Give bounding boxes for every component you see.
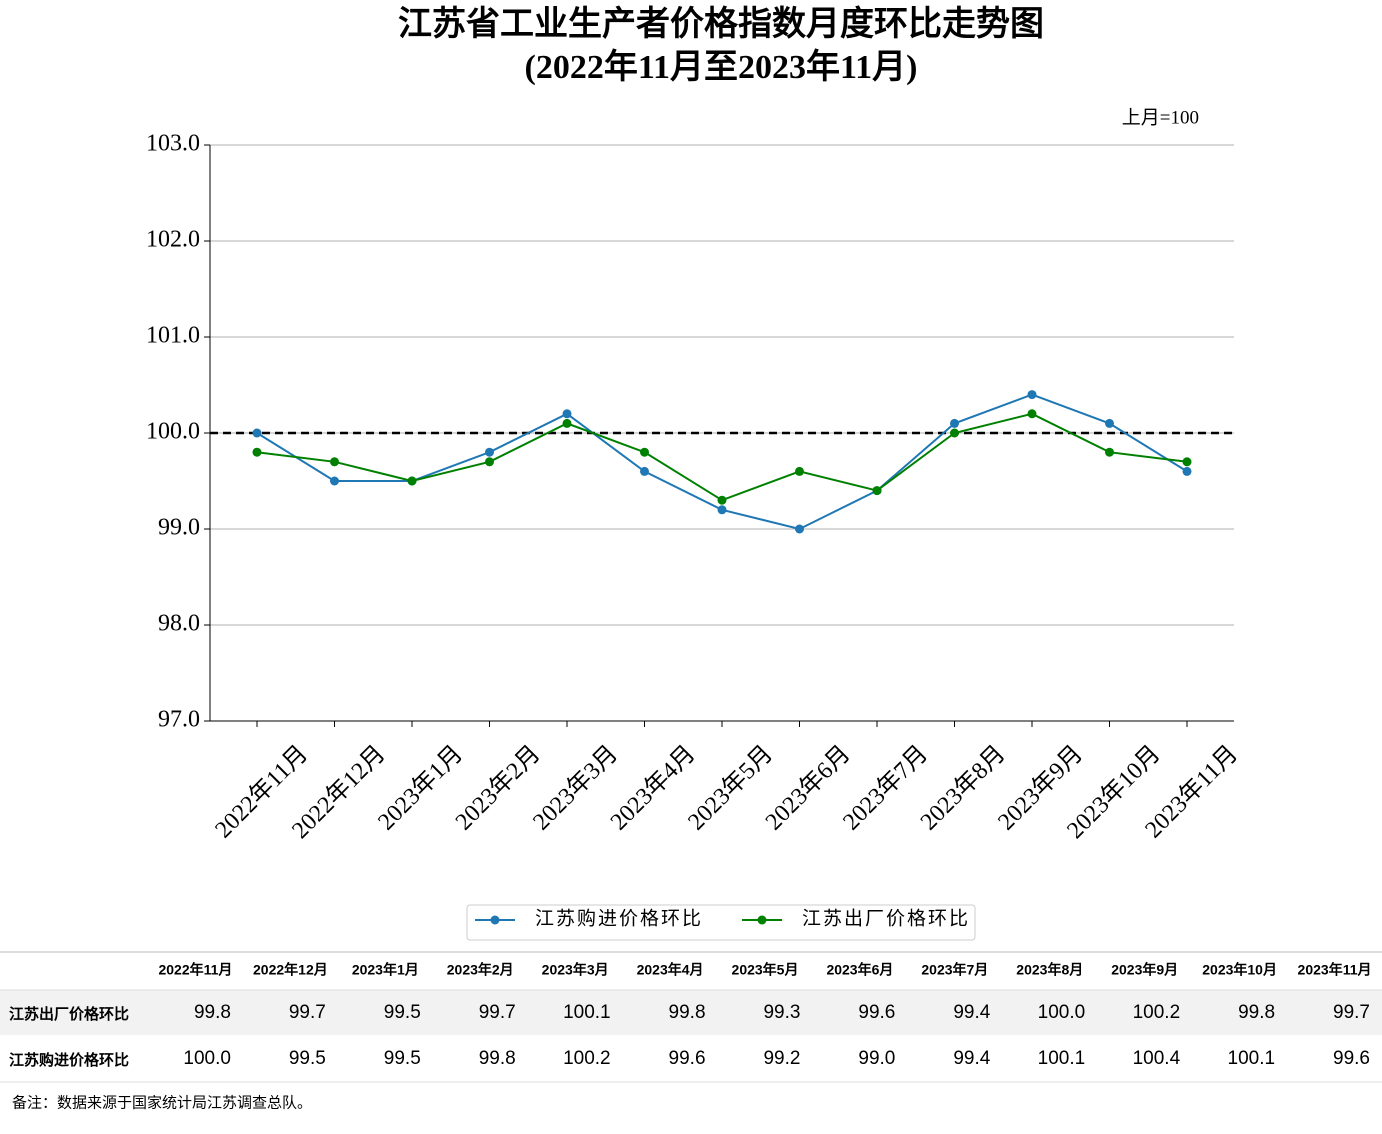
data-point <box>872 486 882 496</box>
table-header: 2023年8月 <box>1016 962 1083 978</box>
y-tick-label: 102.0 <box>146 227 200 253</box>
data-point <box>795 466 804 476</box>
data-point <box>330 457 339 467</box>
data-point <box>640 447 649 457</box>
series-line <box>256 412 1188 502</box>
table-cell: 99.3 <box>763 1002 800 1023</box>
table-row-bg <box>0 990 1382 1035</box>
data-point <box>1105 447 1114 457</box>
data-point <box>950 418 959 428</box>
table-header: 2023年5月 <box>732 962 799 978</box>
data-point <box>485 457 494 467</box>
y-tick-label: 101.0 <box>146 323 200 349</box>
data-point <box>562 418 572 428</box>
table-header: 2023年9月 <box>1111 962 1178 978</box>
table-cell: 100.1 <box>1228 1048 1276 1069</box>
data-point <box>795 524 804 534</box>
table-cell: 99.8 <box>479 1048 516 1069</box>
table-header: 2023年7月 <box>921 962 988 978</box>
data-point <box>330 476 339 486</box>
table-header: 2022年11月 <box>158 962 232 978</box>
legend-label: 江苏购进价格环比 <box>535 907 703 929</box>
table-cell: 100.2 <box>563 1048 611 1069</box>
y-tick-label: 99.0 <box>158 515 200 541</box>
data-point <box>640 466 649 476</box>
data-point <box>950 428 959 438</box>
table-header: 2022年12月 <box>253 962 328 978</box>
data-point <box>1182 457 1192 467</box>
legend-box <box>466 904 976 941</box>
table-cell: 99.0 <box>858 1048 895 1069</box>
table-cell: 99.2 <box>763 1048 800 1069</box>
table-cell: 100.1 <box>1038 1048 1086 1069</box>
table-cell: 99.5 <box>289 1048 326 1069</box>
data-point <box>1105 418 1114 428</box>
table-cell: 99.4 <box>953 1048 990 1069</box>
data-point <box>562 409 572 419</box>
table-cell: 99.8 <box>669 1002 706 1023</box>
y-tick-label: 100.0 <box>146 419 200 445</box>
table-cell: 99.6 <box>858 1002 895 1023</box>
table-row-label: 江苏购进价格环比 <box>9 1051 129 1069</box>
chart-title: 江苏省工业生产者价格指数月度环比走势图 <box>398 5 1044 43</box>
table-cell: 100.0 <box>1038 1002 1086 1023</box>
data-point <box>407 476 417 486</box>
table-cell: 100.4 <box>1133 1048 1181 1069</box>
table-cell: 100.0 <box>183 1048 231 1069</box>
table-cell: 99.7 <box>479 1002 516 1023</box>
table-cell: 99.4 <box>953 1002 990 1023</box>
table-cell: 99.6 <box>1333 1048 1370 1069</box>
legend-label: 江苏出厂价格环比 <box>802 907 970 929</box>
y-tick-label: 103.0 <box>146 131 200 157</box>
data-point <box>485 447 494 457</box>
legend-marker <box>490 915 500 925</box>
table-cell: 99.6 <box>669 1048 706 1069</box>
table-header: 2023年10月 <box>1202 962 1277 978</box>
table-header: 2023年11月 <box>1298 962 1372 978</box>
y-tick-label: 97.0 <box>158 707 200 733</box>
data-point <box>252 428 262 438</box>
unit-note: 上月=100 <box>1122 106 1199 128</box>
table-cell: 99.5 <box>384 1002 421 1023</box>
data-point <box>717 495 727 505</box>
data-point <box>717 505 727 515</box>
footnote: 备注：数据来源于国家统计局江苏调查总队。 <box>12 1094 312 1111</box>
data-point <box>1027 409 1037 419</box>
legend-marker <box>757 915 767 925</box>
y-tick-label: 98.0 <box>158 611 200 637</box>
table-cell: 100.2 <box>1133 1002 1181 1023</box>
table-header: 2023年4月 <box>637 962 704 978</box>
table-header: 2023年1月 <box>352 962 419 978</box>
data-point <box>1027 390 1037 400</box>
table-cell: 99.8 <box>1238 1002 1275 1023</box>
table-header: 2023年2月 <box>447 962 514 978</box>
table-cell: 99.8 <box>194 1002 231 1023</box>
chart-subtitle: (2022年11月至2023年11月) <box>525 48 918 86</box>
table-cell: 99.7 <box>289 1002 326 1023</box>
table-header: 2023年6月 <box>826 962 893 978</box>
table-header: 2023年3月 <box>542 962 609 978</box>
data-point <box>252 447 262 457</box>
table-cell: 100.1 <box>563 1002 611 1023</box>
table-row-label: 江苏出厂价格环比 <box>9 1005 129 1023</box>
data-point <box>1182 466 1192 476</box>
table-cell: 99.5 <box>384 1048 421 1069</box>
table-cell: 99.7 <box>1333 1002 1370 1023</box>
